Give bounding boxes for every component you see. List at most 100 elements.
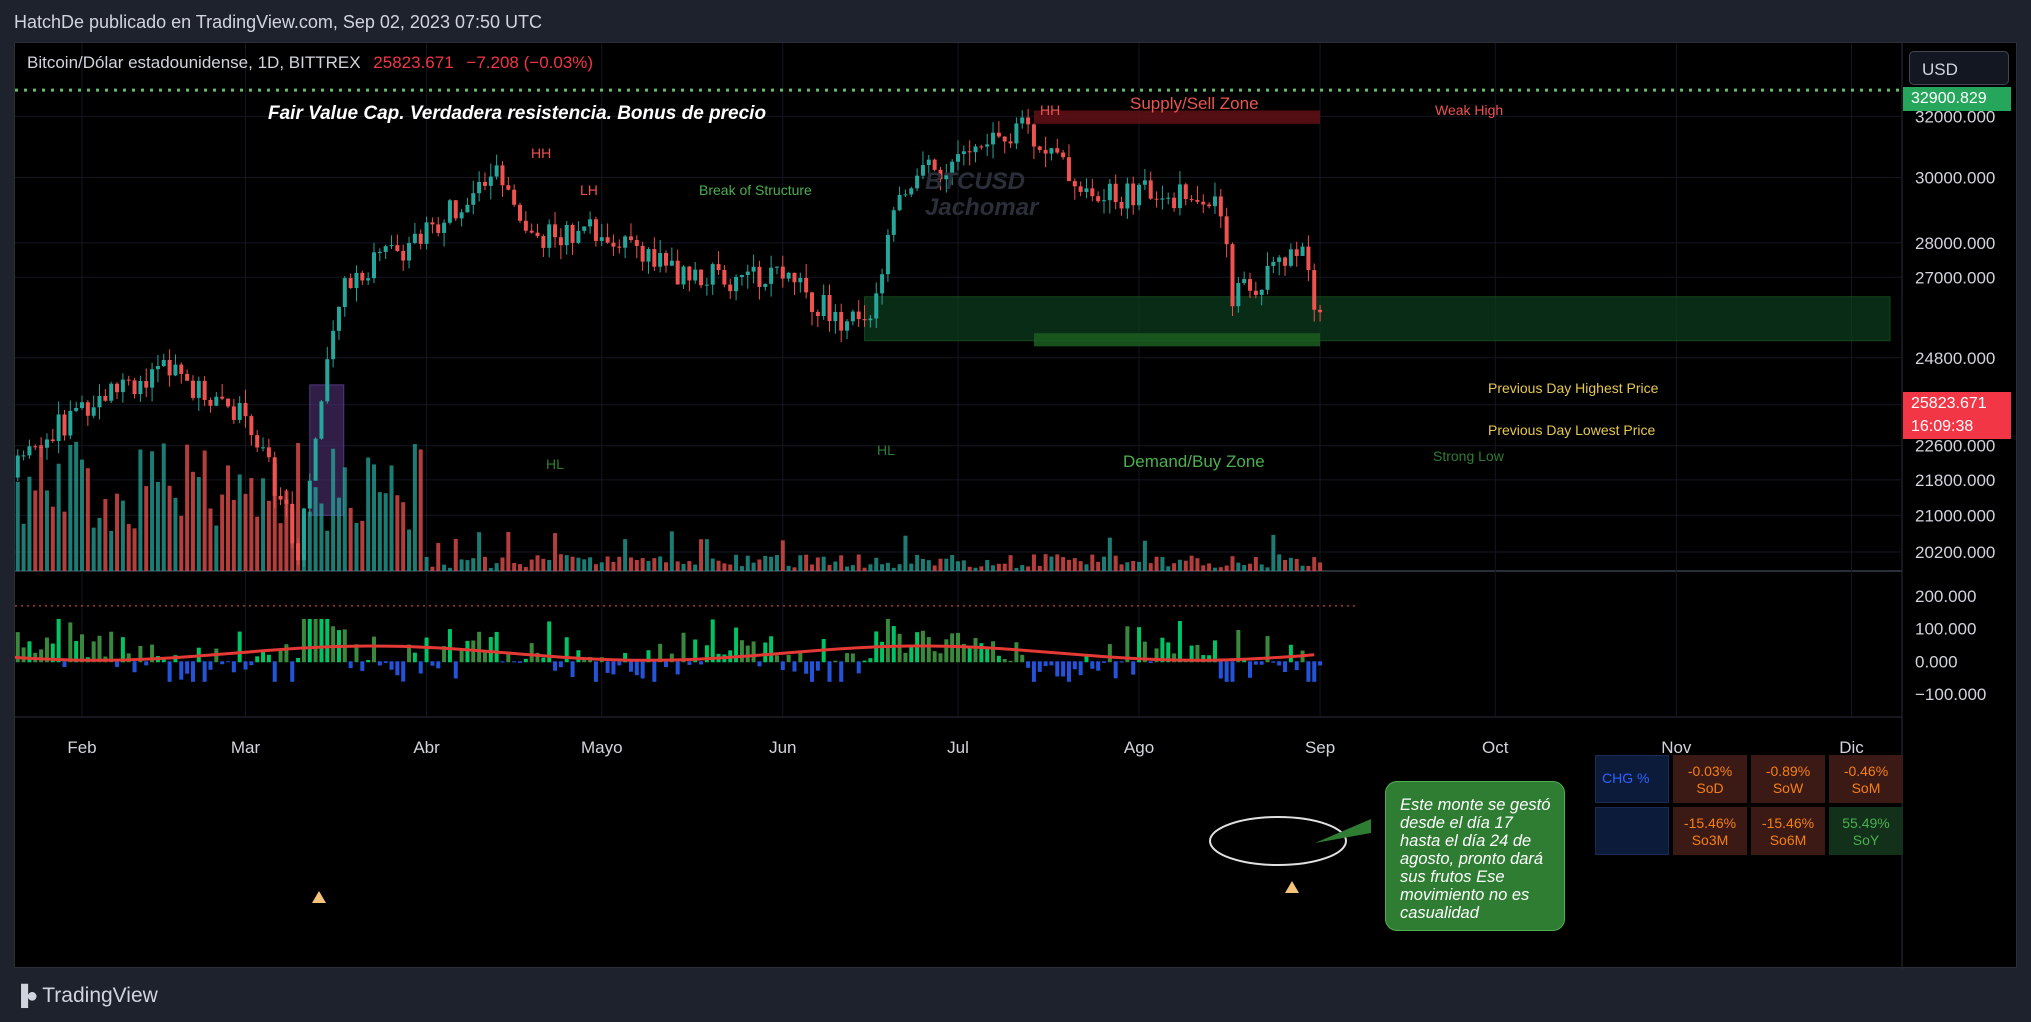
volume-bar xyxy=(1183,560,1188,571)
volume-bar xyxy=(179,515,184,571)
oscillator-series xyxy=(15,605,1371,866)
volume-bar xyxy=(430,566,435,571)
volume-bar xyxy=(488,567,493,571)
candle-body xyxy=(868,318,873,321)
oscillator-bar xyxy=(810,661,814,682)
candle-body xyxy=(915,175,920,189)
volume-bar xyxy=(336,497,341,571)
axes-layer: 32000.000 30000.000 28000.000 27000.000 2480… xyxy=(67,107,1995,757)
oscillator-bar xyxy=(459,648,464,663)
volume-bar xyxy=(582,559,587,571)
oscillator-bar xyxy=(301,618,306,663)
oscillator-bar xyxy=(1283,661,1288,673)
volume-bar xyxy=(1230,556,1235,571)
volume-bar xyxy=(1253,556,1258,571)
supply-zone-label: Supply/Sell Zone xyxy=(1130,94,1259,113)
candle-body xyxy=(296,543,301,561)
candle-body xyxy=(547,224,552,248)
volume-bar xyxy=(1154,556,1159,571)
candle-body xyxy=(249,416,254,436)
oscillator-bar xyxy=(208,661,213,670)
volume-bar xyxy=(80,459,84,571)
oscillator-bar xyxy=(1020,654,1025,663)
volume-bar xyxy=(325,530,330,571)
oscillator-bar xyxy=(845,653,850,663)
change-label: SoW xyxy=(1772,780,1804,796)
volume-bar xyxy=(979,566,984,571)
volume-bar xyxy=(710,558,715,571)
change-value: -15.46% xyxy=(1761,815,1815,831)
candle-body xyxy=(897,194,902,211)
oscillator-bar xyxy=(284,644,289,663)
candle-body xyxy=(62,414,67,436)
chart-panel[interactable]: BTCUSD Jachomar Fair Value Cap. Verdadera … xyxy=(14,42,2018,969)
volume-bar xyxy=(1242,565,1247,571)
volume-bar xyxy=(535,555,540,571)
oscillator-bar xyxy=(453,661,458,679)
volume-bar xyxy=(570,556,575,571)
candle-body xyxy=(944,175,949,180)
oscillator-bar xyxy=(56,618,61,663)
oscillator-bar xyxy=(138,645,143,663)
volume-bar xyxy=(155,481,160,571)
candle-body xyxy=(623,236,628,248)
hh-label: HH xyxy=(531,145,551,161)
candle-body xyxy=(1294,249,1299,256)
change-header: CHG % xyxy=(1595,755,1669,803)
tradingview-logo[interactable]: ▐● TradingView xyxy=(14,984,158,1008)
symbol-legend[interactable]: Bitcoin/Dólar estadounidense, 1D, BITTRE… xyxy=(27,53,593,73)
oscillator-bar xyxy=(862,660,867,663)
candle-body xyxy=(681,266,686,285)
volume-bar xyxy=(1131,560,1136,571)
symbol-name[interactable]: Bitcoin/Dólar estadounidense, 1D, BITTRE… xyxy=(27,53,361,72)
currency-button[interactable]: USD xyxy=(1909,51,2009,85)
candle-body xyxy=(774,266,779,268)
oscillator-bar xyxy=(91,641,96,663)
volume-bar xyxy=(21,523,26,571)
fvg-annotation: Fair Value Cap. Verdadera resistencia. B… xyxy=(268,103,766,124)
volume-bar xyxy=(909,563,914,571)
candle-body xyxy=(301,508,306,561)
oscillator-bar xyxy=(325,618,330,663)
oscillator-bar xyxy=(313,618,318,663)
volume-bar xyxy=(757,559,762,571)
note-callout[interactable]: Este monte se gestó desde el día 17 hast… xyxy=(1385,781,1565,931)
volume-bar xyxy=(1049,556,1054,571)
volume-bar xyxy=(739,566,744,571)
volume-bar xyxy=(1002,563,1007,571)
candle-body xyxy=(909,188,914,195)
oscillator-bar xyxy=(383,661,388,663)
volume-bar xyxy=(856,554,861,571)
candle-body xyxy=(1119,202,1124,209)
oscillator-bar xyxy=(161,658,166,663)
volume-bar xyxy=(354,522,359,571)
candle-body xyxy=(529,230,534,233)
volume-bar xyxy=(383,493,388,571)
volume-bar xyxy=(424,556,429,571)
oscillator-bar xyxy=(132,661,137,673)
oscillator-bar xyxy=(605,661,610,673)
volume-bar xyxy=(588,557,593,571)
tradingview-brand: TradingView xyxy=(42,984,158,1007)
oscillator-bar xyxy=(938,653,943,663)
candle-body xyxy=(628,236,633,241)
candle-body xyxy=(430,222,435,225)
oscillator-bar xyxy=(786,654,791,663)
volume-bar xyxy=(482,556,487,571)
candle-body xyxy=(471,193,476,205)
oscillator-bar xyxy=(658,643,663,663)
volume-bar xyxy=(827,564,832,571)
volume-bar xyxy=(1142,540,1147,571)
candle-body xyxy=(956,154,960,162)
oscillator-bar xyxy=(704,645,709,663)
candle-body xyxy=(290,503,295,544)
oscillator-bar xyxy=(576,650,581,663)
oscillator-bar xyxy=(401,661,406,682)
oscillator-bar xyxy=(167,661,172,682)
candle-body xyxy=(272,457,277,496)
candle-body xyxy=(1102,200,1106,202)
candle-body xyxy=(1189,199,1194,201)
volume-bar xyxy=(745,555,750,571)
candle-body xyxy=(190,380,195,398)
